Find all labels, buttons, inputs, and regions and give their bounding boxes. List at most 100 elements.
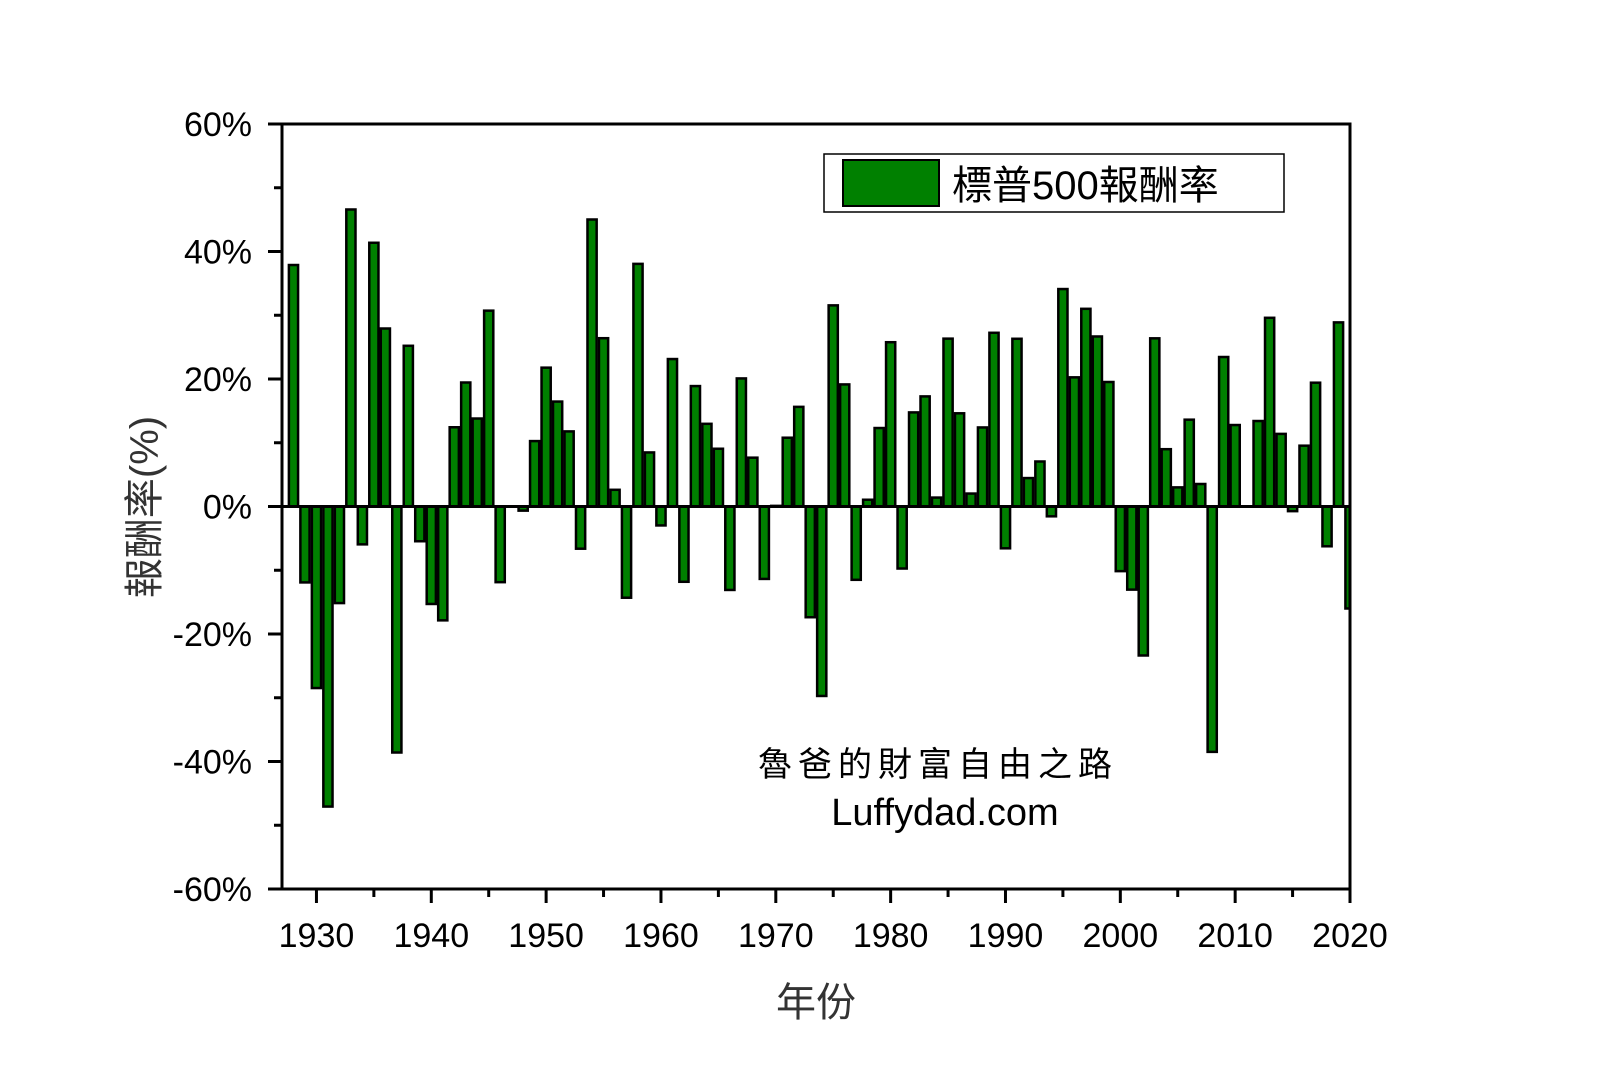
bar-1983 bbox=[919, 395, 931, 508]
legend-label: 標普500報酬率 bbox=[952, 164, 1219, 208]
x-tick-label: 1940 bbox=[393, 917, 469, 955]
bar-1944 bbox=[471, 417, 484, 508]
bar-1950 bbox=[540, 366, 552, 508]
bar-1928 bbox=[287, 263, 300, 508]
watermark-url: Luffydad.com bbox=[831, 792, 1058, 834]
bar-1974 bbox=[815, 505, 828, 698]
bar-2018 bbox=[1321, 505, 1333, 548]
bar-1976 bbox=[838, 383, 851, 508]
bar-1946 bbox=[494, 505, 507, 584]
bar-2013 bbox=[1263, 316, 1276, 508]
bars-group bbox=[287, 208, 1350, 808]
watermark-title: 魯爸的財富自由之路 bbox=[758, 745, 1118, 785]
bar-1982 bbox=[907, 411, 920, 508]
bar-1960 bbox=[655, 505, 667, 527]
bar-1996 bbox=[1068, 376, 1081, 508]
bar-1949 bbox=[528, 439, 541, 508]
bar-2010 bbox=[1229, 423, 1242, 508]
bar-1977 bbox=[850, 505, 863, 582]
bar-1979 bbox=[873, 426, 886, 508]
x-tick-label: 1970 bbox=[738, 917, 814, 955]
x-axis: 1930 1940 1950 1960 1970 1980 1990 2000 2010 2020 bbox=[279, 889, 1388, 955]
bar-1995 bbox=[1057, 287, 1069, 508]
bar-1991 bbox=[1011, 337, 1023, 508]
bar-2002 bbox=[1137, 505, 1150, 657]
bar-1968 bbox=[746, 456, 759, 508]
bar-1936 bbox=[379, 327, 392, 508]
bar-2019 bbox=[1332, 321, 1345, 508]
legend-swatch bbox=[842, 159, 940, 207]
x-tick-label: 1930 bbox=[279, 917, 355, 955]
y-tick-label: 60% bbox=[184, 106, 252, 144]
bar-2001 bbox=[1125, 505, 1138, 591]
bar-1938 bbox=[402, 344, 415, 508]
bar-1967 bbox=[735, 377, 748, 508]
bar-1981 bbox=[896, 505, 908, 570]
x-tick-label: 2000 bbox=[1083, 917, 1159, 955]
bar-1935 bbox=[368, 241, 380, 508]
x-tick-label: 2010 bbox=[1197, 917, 1273, 955]
bar-1966 bbox=[724, 505, 736, 592]
bar-1964 bbox=[701, 422, 713, 508]
bar-1941 bbox=[436, 505, 449, 622]
bar-2007 bbox=[1194, 482, 1207, 508]
bar-2016 bbox=[1298, 444, 1310, 508]
bar-1940 bbox=[425, 505, 438, 606]
y-tick-label: 40% bbox=[184, 234, 252, 272]
bar-1945 bbox=[482, 309, 495, 508]
x-tick-label: 1990 bbox=[968, 917, 1044, 955]
y-tick-label: 20% bbox=[184, 361, 252, 399]
bar-1988 bbox=[976, 426, 989, 508]
legend: 標普500報酬率 bbox=[823, 153, 1285, 213]
bar-1989 bbox=[988, 331, 1000, 508]
bar-1958 bbox=[632, 262, 644, 508]
bar-1993 bbox=[1034, 460, 1046, 508]
bar-1951 bbox=[551, 400, 564, 508]
bar-2006 bbox=[1183, 418, 1196, 508]
x-axis-label: 年份 bbox=[776, 981, 856, 1025]
bar-1971 bbox=[781, 436, 794, 508]
bar-1975 bbox=[827, 304, 840, 508]
bar-1986 bbox=[953, 412, 966, 508]
bar-1997 bbox=[1080, 307, 1092, 508]
bar-1954 bbox=[586, 218, 598, 508]
bar-1965 bbox=[712, 447, 725, 508]
bar-1985 bbox=[942, 337, 954, 508]
bar-1934 bbox=[356, 505, 369, 546]
bar-2005 bbox=[1171, 486, 1184, 508]
bar-1933 bbox=[345, 208, 357, 508]
bar-2017 bbox=[1309, 381, 1322, 508]
bar-1992 bbox=[1022, 476, 1035, 508]
bar-1952 bbox=[563, 430, 575, 508]
bar-1953 bbox=[574, 505, 587, 550]
bar-1956 bbox=[609, 488, 621, 508]
x-tick-label: 1950 bbox=[508, 917, 584, 955]
bar-2009 bbox=[1217, 355, 1230, 508]
x-tick-label: 2020 bbox=[1312, 917, 1388, 955]
bar-1969 bbox=[758, 505, 771, 581]
bar-1959 bbox=[643, 451, 656, 508]
x-tick-label: 1980 bbox=[853, 917, 929, 955]
bar-1972 bbox=[792, 405, 805, 508]
bar-1962 bbox=[678, 505, 690, 584]
bar-2014 bbox=[1275, 432, 1287, 508]
bar-1999 bbox=[1102, 380, 1115, 508]
bar-1937 bbox=[390, 505, 403, 754]
bar-1957 bbox=[620, 505, 633, 599]
bar-1931 bbox=[322, 505, 334, 808]
bar-1998 bbox=[1091, 335, 1104, 508]
bar-1939 bbox=[413, 505, 426, 543]
y-tick-label: -20% bbox=[173, 616, 252, 654]
y-tick-label: -40% bbox=[173, 744, 252, 782]
y-axis-label: 報酬率(%) bbox=[123, 416, 167, 598]
bar-2008 bbox=[1206, 505, 1219, 754]
bar-1955 bbox=[597, 336, 610, 508]
y-tick-label: 0% bbox=[203, 489, 252, 527]
bar-1961 bbox=[666, 357, 679, 508]
bar-2003 bbox=[1148, 337, 1161, 508]
bar-1943 bbox=[459, 381, 472, 508]
bar-1929 bbox=[299, 505, 311, 584]
bar-1980 bbox=[884, 340, 897, 508]
bar-1930 bbox=[310, 505, 323, 690]
